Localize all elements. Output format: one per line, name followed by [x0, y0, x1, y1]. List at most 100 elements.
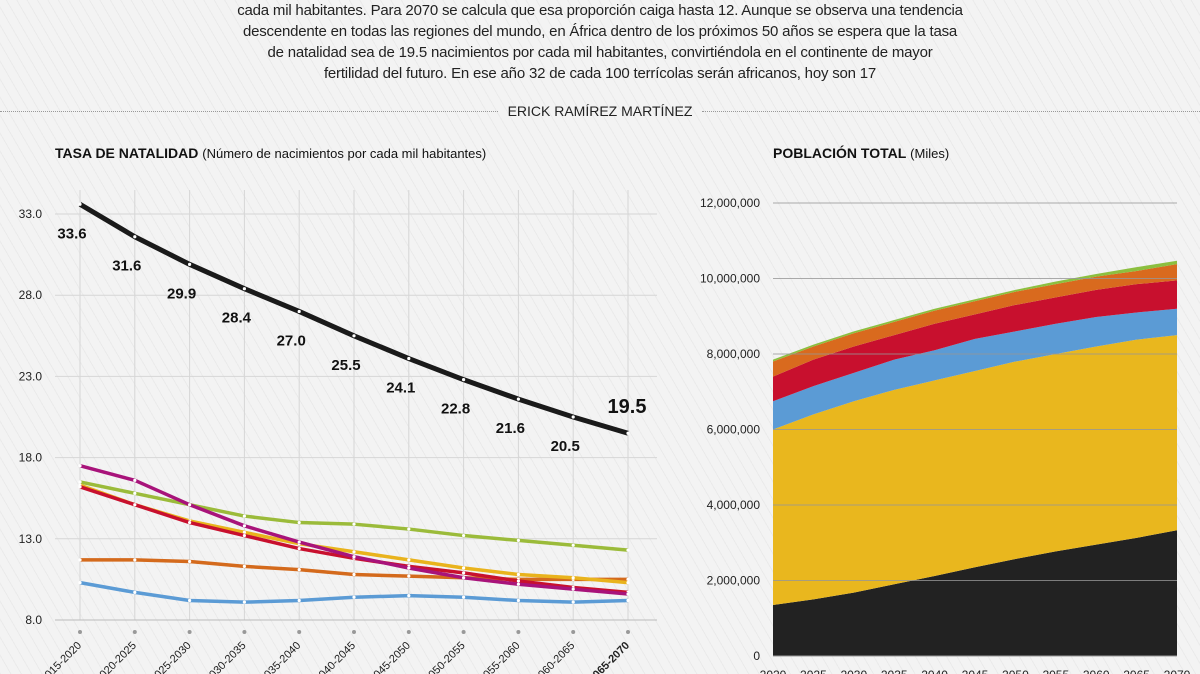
x-tick-label: 2020	[760, 668, 787, 674]
birth-rate-chart: 2015-2020 2020-2025 2025-2030 2030-2035 2035…	[19, 190, 657, 674]
x-tick-label: 2040	[921, 668, 948, 674]
x-tick-dot	[132, 630, 137, 634]
y-tick-label: 33.0	[19, 207, 43, 221]
data-point	[242, 514, 246, 518]
x-tick-label: 2025-2030	[148, 640, 194, 674]
y-tick-label: 2,000,000	[707, 574, 761, 588]
data-point	[407, 558, 411, 562]
y-tick-label: 13.0	[19, 532, 43, 546]
area-series	[773, 260, 1177, 362]
data-point	[407, 594, 411, 598]
data-point	[78, 485, 82, 489]
data-label: 24.1	[386, 380, 415, 397]
data-point	[133, 478, 137, 482]
data-point	[78, 202, 82, 206]
data-label: 28.4	[222, 310, 252, 327]
data-point	[571, 415, 575, 419]
chart-subtitle: (Número de nacimientos por cada mil habi…	[202, 146, 487, 161]
data-point	[626, 598, 630, 603]
data-point	[516, 572, 521, 577]
data-point	[516, 598, 521, 603]
data-point	[133, 558, 137, 562]
x-tick-dot	[187, 630, 192, 634]
data-point	[78, 464, 82, 468]
x-tick-dot	[461, 630, 466, 634]
data-point	[462, 566, 466, 570]
data-point	[571, 587, 575, 591]
x-tick-label: 2060-2065	[532, 640, 578, 674]
data-point	[407, 527, 411, 531]
data-point	[352, 334, 356, 338]
x-tick-label: 2025	[800, 668, 827, 674]
data-point	[516, 579, 521, 583]
x-tick-label: 2055-2060	[477, 640, 523, 674]
data-label: 25.5	[331, 357, 360, 374]
x-tick-label: 2015-2020	[38, 640, 84, 674]
data-point	[188, 503, 192, 507]
data-point	[352, 550, 356, 554]
area-series	[773, 308, 1177, 430]
data-point	[188, 520, 192, 525]
x-tick-label: 2035-2040	[258, 640, 304, 674]
data-point	[188, 559, 192, 564]
area-series	[773, 530, 1177, 656]
data-point	[462, 571, 466, 575]
y-tick-label: 10,000,000	[700, 272, 760, 286]
data-point	[407, 566, 411, 570]
data-point	[242, 533, 246, 538]
data-point	[352, 572, 356, 577]
data-point	[297, 309, 301, 314]
data-point	[297, 520, 301, 525]
data-label: 20.5	[551, 438, 580, 455]
data-point	[516, 538, 521, 543]
data-point	[297, 568, 301, 572]
x-tick-dot	[516, 630, 521, 634]
y-tick-label: 8,000,000	[707, 347, 761, 361]
chart-subtitle: (Miles)	[910, 146, 950, 161]
author-name: ERICK RAMÍREZ MARTÍNEZ	[507, 103, 693, 119]
chart-title: TASA DE NATALIDAD	[55, 145, 199, 161]
intro-line: cada mil habitantes. Para 2070 se calcul…	[237, 2, 963, 19]
data-point	[626, 581, 630, 585]
y-tick-label: 23.0	[19, 369, 43, 383]
y-tick-label: 12,000,000	[700, 196, 760, 210]
data-label: 29.9	[167, 285, 196, 302]
divider	[0, 110, 498, 112]
data-point	[516, 397, 521, 401]
y-tick-label: 4,000,000	[707, 498, 761, 512]
x-tick-label: 2065-2070	[586, 640, 632, 674]
data-point	[462, 576, 466, 580]
x-tick-label: 2030	[840, 668, 867, 674]
data-point	[133, 503, 137, 507]
data-point	[626, 577, 630, 582]
data-point	[462, 533, 466, 538]
data-point	[571, 576, 575, 580]
data-label: 21.6	[496, 420, 525, 437]
data-label: 31.6	[112, 258, 141, 275]
population-chart-title: POBLACIÓN TOTAL (Miles)	[773, 145, 949, 161]
population-chart: 12,000,000 10,000,000 8,000,000 6,000,000 4,…	[700, 196, 1191, 674]
y-tick-label: 28.0	[19, 288, 43, 302]
data-label: 27.0	[277, 332, 306, 349]
x-tick-dot	[352, 630, 356, 634]
x-tick-dot	[406, 630, 411, 634]
x-tick-label: 2035	[881, 668, 908, 674]
x-tick-label: 2030-2035	[203, 640, 249, 674]
data-point	[407, 356, 411, 361]
data-point	[242, 600, 246, 604]
data-point	[297, 598, 301, 603]
data-point	[516, 582, 521, 586]
data-point	[571, 543, 575, 547]
data-point	[571, 600, 575, 604]
x-tick-dot	[571, 630, 576, 634]
data-point	[626, 431, 630, 435]
data-point	[297, 540, 301, 544]
data-label: 33.6	[57, 225, 86, 242]
data-point	[242, 287, 246, 291]
x-tick-label: 2045	[962, 668, 989, 674]
x-tick-label: 2055	[1042, 668, 1069, 674]
x-tick-dot	[626, 630, 630, 634]
x-tick-label: 2070	[1164, 668, 1191, 674]
y-tick-label: 6,000,000	[707, 423, 761, 437]
area-series	[773, 264, 1177, 377]
